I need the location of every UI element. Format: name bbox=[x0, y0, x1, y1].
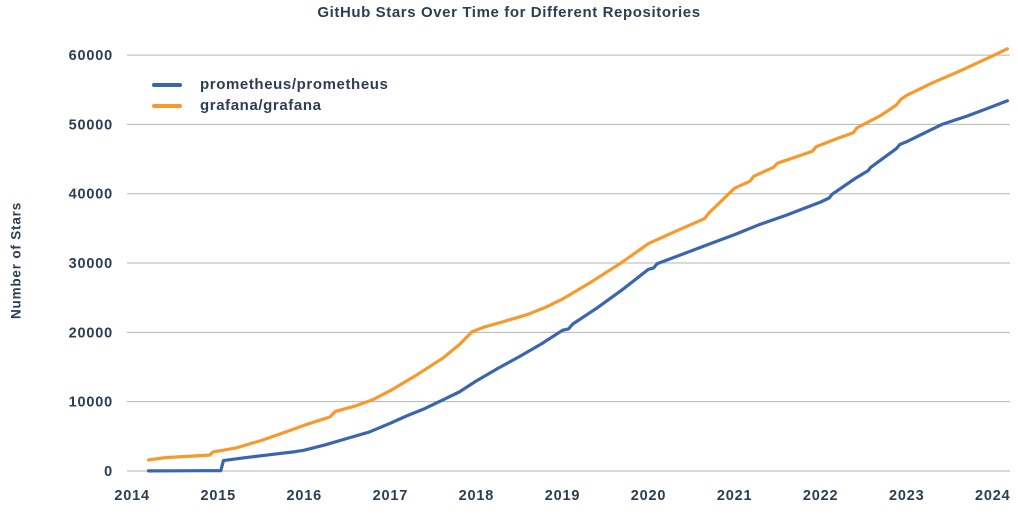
y-tick-40000: 40000 bbox=[69, 187, 113, 203]
x-tick-2020: 2020 bbox=[631, 488, 666, 504]
y-tick-60000: 60000 bbox=[69, 48, 113, 64]
y-tick-0: 0 bbox=[104, 464, 113, 480]
x-tick-2022: 2022 bbox=[803, 488, 838, 504]
legend-item-prometheus: prometheus/prometheus bbox=[152, 74, 388, 95]
legend-swatch-grafana bbox=[152, 103, 182, 108]
y-tick-10000: 10000 bbox=[69, 395, 113, 411]
legend-swatch-prometheus bbox=[152, 82, 182, 87]
legend-label-grafana: grafana/grafana bbox=[200, 97, 322, 114]
legend-label-prometheus: prometheus/prometheus bbox=[200, 76, 389, 93]
x-tick-2021: 2021 bbox=[717, 488, 752, 504]
y-axis-title: Number of Stars bbox=[8, 201, 24, 320]
x-tick-2014: 2014 bbox=[114, 488, 149, 504]
gridlines bbox=[127, 54, 1010, 472]
x-tick-2016: 2016 bbox=[287, 488, 322, 504]
series-lines bbox=[146, 47, 1010, 473]
legend: prometheus/prometheus grafana/grafana bbox=[152, 74, 388, 116]
legend-item-grafana: grafana/grafana bbox=[152, 95, 388, 116]
y-tick-30000: 30000 bbox=[69, 256, 113, 272]
x-tick-2018: 2018 bbox=[459, 488, 494, 504]
x-tick-2023: 2023 bbox=[889, 488, 924, 504]
y-tick-50000: 50000 bbox=[69, 117, 113, 133]
x-tick-2017: 2017 bbox=[373, 488, 408, 504]
chart-title: GitHub Stars Over Time for Different Rep… bbox=[317, 4, 701, 21]
y-tick-20000: 20000 bbox=[69, 325, 113, 341]
y-tick-labels: 0 10000 20000 30000 40000 50000 60000 bbox=[69, 48, 113, 480]
x-tick-2019: 2019 bbox=[545, 488, 580, 504]
series-line-grafana bbox=[146, 47, 1010, 462]
x-tick-2024: 2024 bbox=[975, 488, 1010, 504]
x-tick-labels: 2014 2015 2016 2017 2018 2019 2020 2021 2022 2023… bbox=[114, 488, 1010, 504]
x-tick-2015: 2015 bbox=[200, 488, 235, 504]
series-line-prometheus bbox=[146, 99, 1010, 473]
